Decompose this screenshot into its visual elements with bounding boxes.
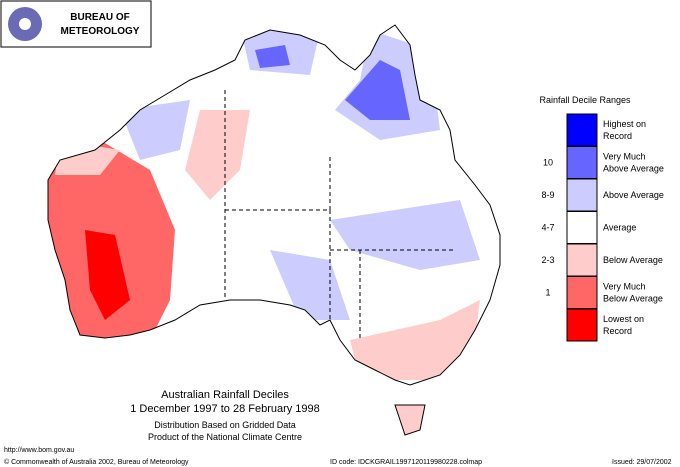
map-fill xyxy=(48,25,480,380)
caption-title: Australian Rainfall Deciles xyxy=(161,389,289,401)
legend-range: 10 xyxy=(543,158,553,168)
logo-center xyxy=(19,18,31,30)
id-code: ID code: IDCKGRAIL1997120119980228.colma… xyxy=(330,459,482,466)
legend-range: 2-3 xyxy=(541,255,554,265)
legend: Highest on Record 10 Very Much Above Average… xyxy=(541,113,664,342)
caption-note: Distribution Based on Gridded Data xyxy=(154,420,296,430)
legend-swatch xyxy=(566,211,598,244)
legend-swatch xyxy=(566,276,598,309)
legend-label: Lowest on Record xyxy=(603,314,644,336)
legend-range: 4-7 xyxy=(541,223,554,233)
legend-label: Very Much Above Average xyxy=(603,152,664,174)
caption-product: Product of the National Climate Centre xyxy=(148,432,302,442)
copyright: © Commonwealth of Australia 2002, Bureau… xyxy=(4,458,189,466)
state-borders xyxy=(224,90,455,340)
legend-label: Very Much Below Average xyxy=(603,282,663,304)
legend-label: Highest on Record xyxy=(603,119,646,141)
legend-range: 1 xyxy=(545,288,550,298)
legend-label: Above Average xyxy=(603,190,664,200)
legend-swatch xyxy=(566,146,598,179)
agency: METEOROLOGY xyxy=(61,26,140,37)
legend-title: Rainfall Decile Ranges xyxy=(539,95,631,105)
tasmania xyxy=(394,404,426,436)
url: http://www.bom.gov.au xyxy=(4,447,74,454)
legend-label: Below Average xyxy=(603,255,663,265)
legend-range: 8-9 xyxy=(541,190,554,200)
agency: BUREAU OF xyxy=(70,12,129,23)
legend-swatch xyxy=(566,243,598,277)
legend-swatch xyxy=(566,178,598,212)
caption-period: 1 December 1997 to 28 February 1998 xyxy=(130,403,320,415)
legend-swatch xyxy=(566,308,598,342)
issued: Issued: 29/07/2002 xyxy=(612,459,672,466)
legend-swatch xyxy=(566,113,598,147)
legend-label: Average xyxy=(603,223,636,233)
